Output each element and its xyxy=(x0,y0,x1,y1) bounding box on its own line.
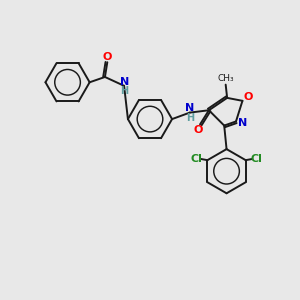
Text: N: N xyxy=(185,103,194,113)
Text: H: H xyxy=(121,86,129,96)
Text: Cl: Cl xyxy=(251,154,263,164)
Text: O: O xyxy=(193,125,202,135)
Text: Cl: Cl xyxy=(190,154,202,164)
Text: N: N xyxy=(120,77,129,87)
Text: CH₃: CH₃ xyxy=(218,74,234,83)
Text: N: N xyxy=(238,118,247,128)
Text: O: O xyxy=(103,52,112,62)
Text: H: H xyxy=(186,113,194,123)
Text: O: O xyxy=(244,92,253,102)
